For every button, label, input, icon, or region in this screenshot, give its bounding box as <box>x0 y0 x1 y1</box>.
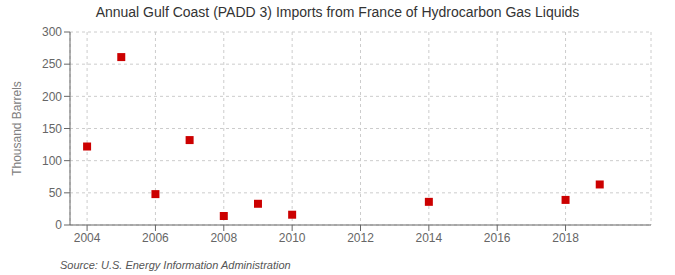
svg-text:2016: 2016 <box>484 231 511 245</box>
svg-text:2004: 2004 <box>74 231 101 245</box>
svg-text:100: 100 <box>42 154 62 168</box>
svg-text:2018: 2018 <box>552 231 579 245</box>
svg-text:150: 150 <box>42 122 62 136</box>
svg-text:2012: 2012 <box>347 231 374 245</box>
html-text:Annual Gulf Coast (PADD 3) Imp: Annual Gulf Coast (PADD 3) Imports from … <box>95 4 580 20</box>
svg-text:250: 250 <box>42 57 62 71</box>
svg-text:200: 200 <box>42 90 62 104</box>
svg-text:300: 300 <box>42 25 62 39</box>
svg-text:50: 50 <box>49 186 63 200</box>
svg-text:2014: 2014 <box>416 231 443 245</box>
svg-text:2008: 2008 <box>210 231 237 245</box>
html-text:Source: U.S. Energy Informatio: Source: U.S. Energy Information Administ… <box>60 259 291 271</box>
svg-text:2010: 2010 <box>279 231 306 245</box>
svg-text:Thousand Barrels: Thousand Barrels <box>10 81 24 176</box>
svg-text:0: 0 <box>55 218 62 232</box>
svg-text:2006: 2006 <box>142 231 169 245</box>
